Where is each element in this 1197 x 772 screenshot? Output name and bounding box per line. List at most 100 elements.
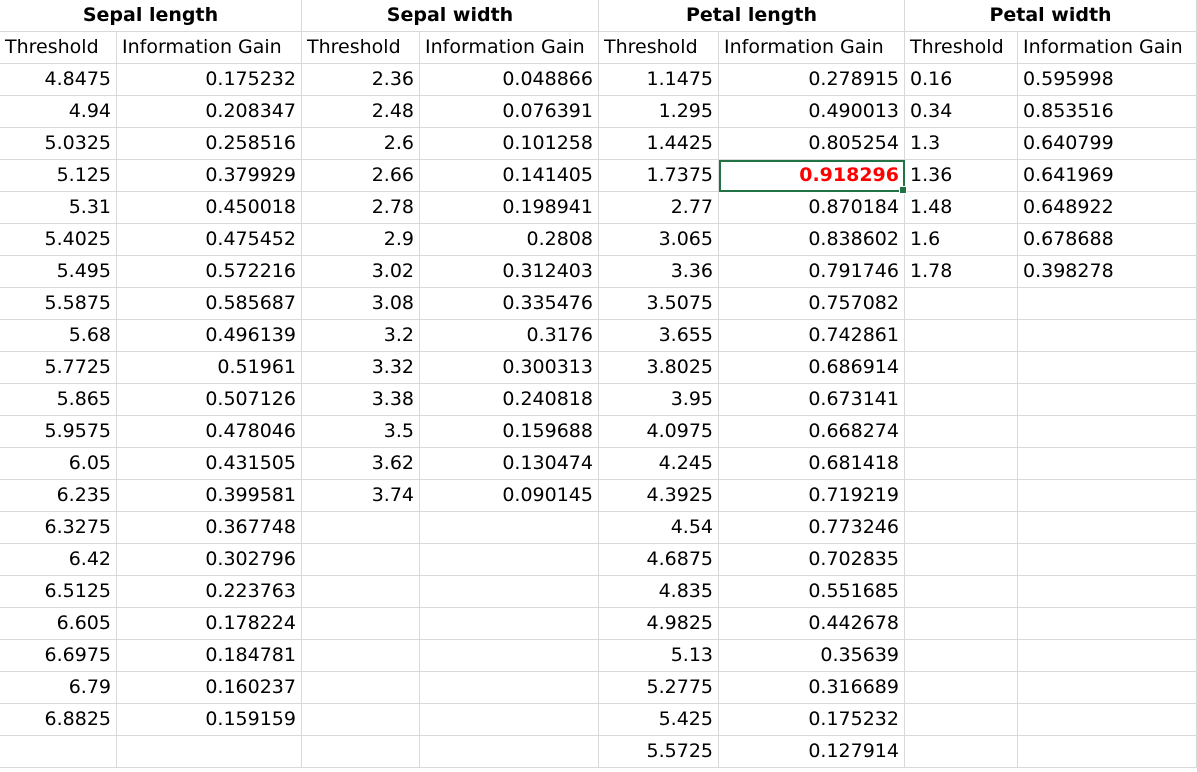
threshold-cell[interactable]: 6.5125 bbox=[0, 576, 117, 608]
threshold-cell[interactable] bbox=[302, 512, 420, 544]
info-gain-cell[interactable]: 0.475452 bbox=[117, 224, 302, 256]
info-gain-cell[interactable]: 0.159159 bbox=[117, 704, 302, 736]
threshold-cell[interactable]: 1.48 bbox=[905, 192, 1018, 224]
info-gain-cell[interactable]: 0.507126 bbox=[117, 384, 302, 416]
threshold-cell[interactable]: 0.34 bbox=[905, 96, 1018, 128]
info-gain-cell[interactable]: 0.335476 bbox=[420, 288, 599, 320]
info-gain-cell[interactable]: 0.198941 bbox=[420, 192, 599, 224]
threshold-cell[interactable]: 2.77 bbox=[599, 192, 719, 224]
threshold-cell[interactable] bbox=[302, 704, 420, 736]
info-gain-cell[interactable] bbox=[420, 672, 599, 704]
threshold-cell[interactable]: 4.3925 bbox=[599, 480, 719, 512]
column-header-cell[interactable]: Information Gain bbox=[719, 32, 905, 64]
threshold-cell[interactable]: 2.66 bbox=[302, 160, 420, 192]
info-gain-cell[interactable]: 0.648922 bbox=[1018, 192, 1197, 224]
info-gain-cell[interactable]: 0.127914 bbox=[719, 736, 905, 768]
info-gain-cell[interactable] bbox=[420, 544, 599, 576]
threshold-cell[interactable]: 3.5075 bbox=[599, 288, 719, 320]
info-gain-cell[interactable]: 0.595998 bbox=[1018, 64, 1197, 96]
threshold-cell[interactable] bbox=[905, 544, 1018, 576]
threshold-cell[interactable]: 3.065 bbox=[599, 224, 719, 256]
threshold-cell[interactable]: 3.32 bbox=[302, 352, 420, 384]
threshold-cell[interactable]: 3.36 bbox=[599, 256, 719, 288]
group-header-cell[interactable]: Petal length bbox=[599, 0, 905, 32]
threshold-cell[interactable]: 5.4025 bbox=[0, 224, 117, 256]
threshold-cell[interactable] bbox=[302, 608, 420, 640]
info-gain-cell[interactable]: 0.312403 bbox=[420, 256, 599, 288]
threshold-cell[interactable]: 6.6975 bbox=[0, 640, 117, 672]
info-gain-cell[interactable]: 0.240818 bbox=[420, 384, 599, 416]
threshold-cell[interactable]: 3.08 bbox=[302, 288, 420, 320]
info-gain-cell[interactable]: 0.702835 bbox=[719, 544, 905, 576]
threshold-cell[interactable] bbox=[905, 608, 1018, 640]
threshold-cell[interactable]: 2.9 bbox=[302, 224, 420, 256]
info-gain-cell[interactable] bbox=[1018, 352, 1197, 384]
info-gain-cell[interactable]: 0.641969 bbox=[1018, 160, 1197, 192]
selected-info-gain-cell[interactable]: 0.918296 bbox=[719, 160, 907, 194]
info-gain-cell[interactable]: 0.742861 bbox=[719, 320, 905, 352]
info-gain-cell[interactable]: 0.572216 bbox=[117, 256, 302, 288]
info-gain-cell[interactable]: 0.175232 bbox=[117, 64, 302, 96]
info-gain-cell[interactable] bbox=[1018, 544, 1197, 576]
info-gain-cell[interactable]: 0.101258 bbox=[420, 128, 599, 160]
info-gain-cell[interactable]: 0.35639 bbox=[719, 640, 905, 672]
info-gain-cell[interactable]: 0.258516 bbox=[117, 128, 302, 160]
info-gain-cell[interactable]: 0.496139 bbox=[117, 320, 302, 352]
info-gain-cell[interactable]: 0.076391 bbox=[420, 96, 599, 128]
column-header-cell[interactable]: Threshold bbox=[905, 32, 1018, 64]
threshold-cell[interactable]: 5.2775 bbox=[599, 672, 719, 704]
threshold-cell[interactable]: 6.3275 bbox=[0, 512, 117, 544]
threshold-cell[interactable]: 1.3 bbox=[905, 128, 1018, 160]
threshold-cell[interactable]: 3.02 bbox=[302, 256, 420, 288]
threshold-cell[interactable] bbox=[905, 320, 1018, 352]
column-header-cell[interactable]: Information Gain bbox=[1018, 32, 1197, 64]
info-gain-cell[interactable]: 0.585687 bbox=[117, 288, 302, 320]
threshold-cell[interactable] bbox=[905, 416, 1018, 448]
threshold-cell[interactable]: 4.94 bbox=[0, 96, 117, 128]
threshold-cell[interactable]: 3.2 bbox=[302, 320, 420, 352]
info-gain-cell[interactable]: 0.442678 bbox=[719, 608, 905, 640]
info-gain-cell[interactable]: 0.490013 bbox=[719, 96, 905, 128]
group-header-cell[interactable]: Sepal width bbox=[302, 0, 599, 32]
threshold-cell[interactable]: 6.79 bbox=[0, 672, 117, 704]
threshold-cell[interactable]: 5.31 bbox=[0, 192, 117, 224]
threshold-cell[interactable]: 2.36 bbox=[302, 64, 420, 96]
info-gain-cell[interactable]: 0.681418 bbox=[719, 448, 905, 480]
threshold-cell[interactable] bbox=[905, 672, 1018, 704]
info-gain-cell[interactable]: 0.300313 bbox=[420, 352, 599, 384]
info-gain-cell[interactable]: 0.159688 bbox=[420, 416, 599, 448]
info-gain-cell[interactable] bbox=[420, 704, 599, 736]
threshold-cell[interactable]: 1.6 bbox=[905, 224, 1018, 256]
threshold-cell[interactable]: 6.605 bbox=[0, 608, 117, 640]
threshold-cell[interactable]: 5.865 bbox=[0, 384, 117, 416]
info-gain-cell[interactable]: 0.2808 bbox=[420, 224, 599, 256]
info-gain-cell[interactable]: 0.141405 bbox=[420, 160, 599, 192]
info-gain-cell[interactable] bbox=[1018, 320, 1197, 352]
threshold-cell[interactable]: 3.655 bbox=[599, 320, 719, 352]
info-gain-cell[interactable]: 0.673141 bbox=[719, 384, 905, 416]
threshold-cell[interactable] bbox=[302, 544, 420, 576]
threshold-cell[interactable]: 5.425 bbox=[599, 704, 719, 736]
threshold-cell[interactable]: 2.6 bbox=[302, 128, 420, 160]
info-gain-cell[interactable] bbox=[420, 576, 599, 608]
threshold-cell[interactable]: 4.8475 bbox=[0, 64, 117, 96]
threshold-cell[interactable]: 1.36 bbox=[905, 160, 1018, 192]
info-gain-cell[interactable]: 0.838602 bbox=[719, 224, 905, 256]
info-gain-cell[interactable] bbox=[1018, 512, 1197, 544]
info-gain-cell[interactable]: 0.184781 bbox=[117, 640, 302, 672]
info-gain-cell[interactable] bbox=[1018, 736, 1197, 768]
threshold-cell[interactable]: 0.16 bbox=[905, 64, 1018, 96]
info-gain-cell[interactable] bbox=[420, 640, 599, 672]
info-gain-cell[interactable]: 0.302796 bbox=[117, 544, 302, 576]
threshold-cell[interactable]: 1.7375 bbox=[599, 160, 719, 192]
info-gain-cell[interactable]: 0.399581 bbox=[117, 480, 302, 512]
info-gain-cell[interactable]: 0.379929 bbox=[117, 160, 302, 192]
info-gain-cell[interactable]: 0.668274 bbox=[719, 416, 905, 448]
info-gain-cell[interactable] bbox=[1018, 448, 1197, 480]
threshold-cell[interactable] bbox=[302, 640, 420, 672]
info-gain-cell[interactable]: 0.367748 bbox=[117, 512, 302, 544]
info-gain-cell[interactable] bbox=[420, 608, 599, 640]
info-gain-cell[interactable]: 0.719219 bbox=[719, 480, 905, 512]
threshold-cell[interactable]: 5.68 bbox=[0, 320, 117, 352]
threshold-cell[interactable]: 3.8025 bbox=[599, 352, 719, 384]
